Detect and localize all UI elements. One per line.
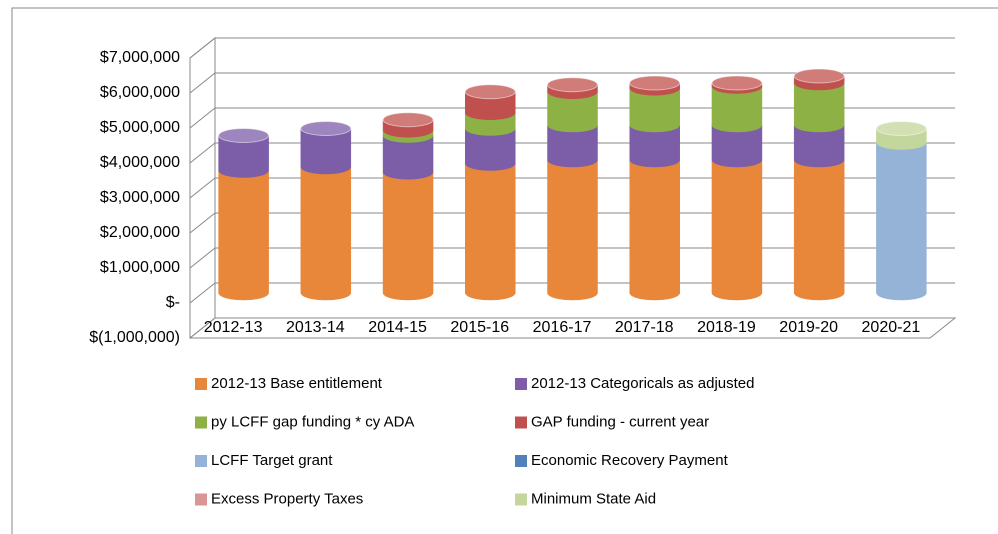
grid-line <box>189 107 955 129</box>
cylinder-cap <box>875 121 927 136</box>
cylinder-cap <box>218 128 270 143</box>
x-tick-label: 2013-14 <box>286 319 345 336</box>
legend-swatch <box>515 493 527 506</box>
grid-line <box>189 177 955 199</box>
bar-segment <box>876 142 927 301</box>
bar-segment <box>218 170 269 301</box>
cylinder-cap <box>711 75 763 91</box>
legend-swatch <box>515 416 527 429</box>
x-tick-label: 2014-15 <box>368 319 427 336</box>
cylinder-cap <box>629 75 681 91</box>
chart-frame <box>11 7 998 534</box>
bar-segment <box>300 166 352 301</box>
bar-segment <box>547 159 598 301</box>
cylinder-cap <box>793 68 845 84</box>
y-tick-label: $- <box>166 294 180 311</box>
cylinder-cap-shade <box>465 84 516 99</box>
grid-line <box>189 142 955 164</box>
y-tick-label: $7,000,000 <box>100 49 180 66</box>
bar-segment <box>793 82 845 133</box>
legend: 2012-13 Base entitlement 2012-13 Categori… <box>195 375 754 507</box>
y-tick-label: $3,000,000 <box>100 189 180 206</box>
cylinder-cap <box>382 112 434 128</box>
bar-segment <box>465 163 516 301</box>
legend-swatch <box>195 493 207 506</box>
cylinder-cap-shade <box>300 121 351 136</box>
bar-segment <box>629 159 680 301</box>
legend-label: Minimum State Aid <box>531 490 656 507</box>
cylinder-cap-shade <box>218 128 269 143</box>
legend-swatch <box>515 378 527 390</box>
x-tick-label: 2017-18 <box>615 319 674 336</box>
x-tick-label: 2020-21 <box>862 319 921 336</box>
x-tick-label: 2012-13 <box>204 319 263 336</box>
cylinder-cap-shade <box>383 112 434 127</box>
x-tick-label: 2018-19 <box>697 319 756 336</box>
legend-label: GAP funding - current year <box>531 413 709 430</box>
y-tick-label: $1,000,000 <box>100 259 180 276</box>
x-tick-label: 2019-20 <box>779 319 838 336</box>
bar-segment <box>793 159 845 301</box>
legend-swatch <box>195 416 207 429</box>
legend-label: py LCFF gap funding * cy ADA <box>211 413 414 430</box>
y-tick-label: $4,000,000 <box>100 154 180 171</box>
cylinder-cap-shade <box>711 76 762 90</box>
grid-line <box>189 317 955 339</box>
cylinder-cap <box>547 77 598 93</box>
grid-line <box>189 247 955 269</box>
bar-segment <box>382 172 434 301</box>
legend-swatch <box>195 455 207 467</box>
cylinder-cap-shade <box>547 77 598 92</box>
x-tick-label: 2015-16 <box>450 319 509 336</box>
grid-line <box>189 72 955 94</box>
cylinder-cap <box>464 84 516 100</box>
x-tick-label: 2016-17 <box>533 319 592 336</box>
grid-line <box>189 282 955 304</box>
y-tick-label: $6,000,000 <box>100 84 180 101</box>
legend-label: 2012-13 Categoricals as adjusted <box>531 375 754 392</box>
legend-swatch <box>195 378 207 390</box>
grid-line <box>189 212 955 234</box>
legend-label: Excess Property Taxes <box>211 490 363 507</box>
cylinder-cap-shade <box>794 69 845 83</box>
legend-label: LCFF Target grant <box>211 452 333 469</box>
y-tick-label: $2,000,000 <box>100 224 180 241</box>
bar-segment <box>711 159 763 301</box>
legend-swatch <box>515 455 527 467</box>
grid-line <box>189 37 955 59</box>
plot-area: $(1,000,000) $- $1,000,000 $2,000,000 $3,000… <box>89 36 957 346</box>
legend-label: Economic Recovery Payment <box>531 452 729 469</box>
cylinder-cap-shade <box>629 76 680 90</box>
y-tick-label: $(1,000,000) <box>89 329 180 346</box>
cylinder-cap <box>300 121 352 136</box>
cylinder-cap-shade <box>876 121 927 136</box>
legend-label: 2012-13 Base entitlement <box>211 375 383 392</box>
y-tick-label: $5,000,000 <box>100 119 180 136</box>
